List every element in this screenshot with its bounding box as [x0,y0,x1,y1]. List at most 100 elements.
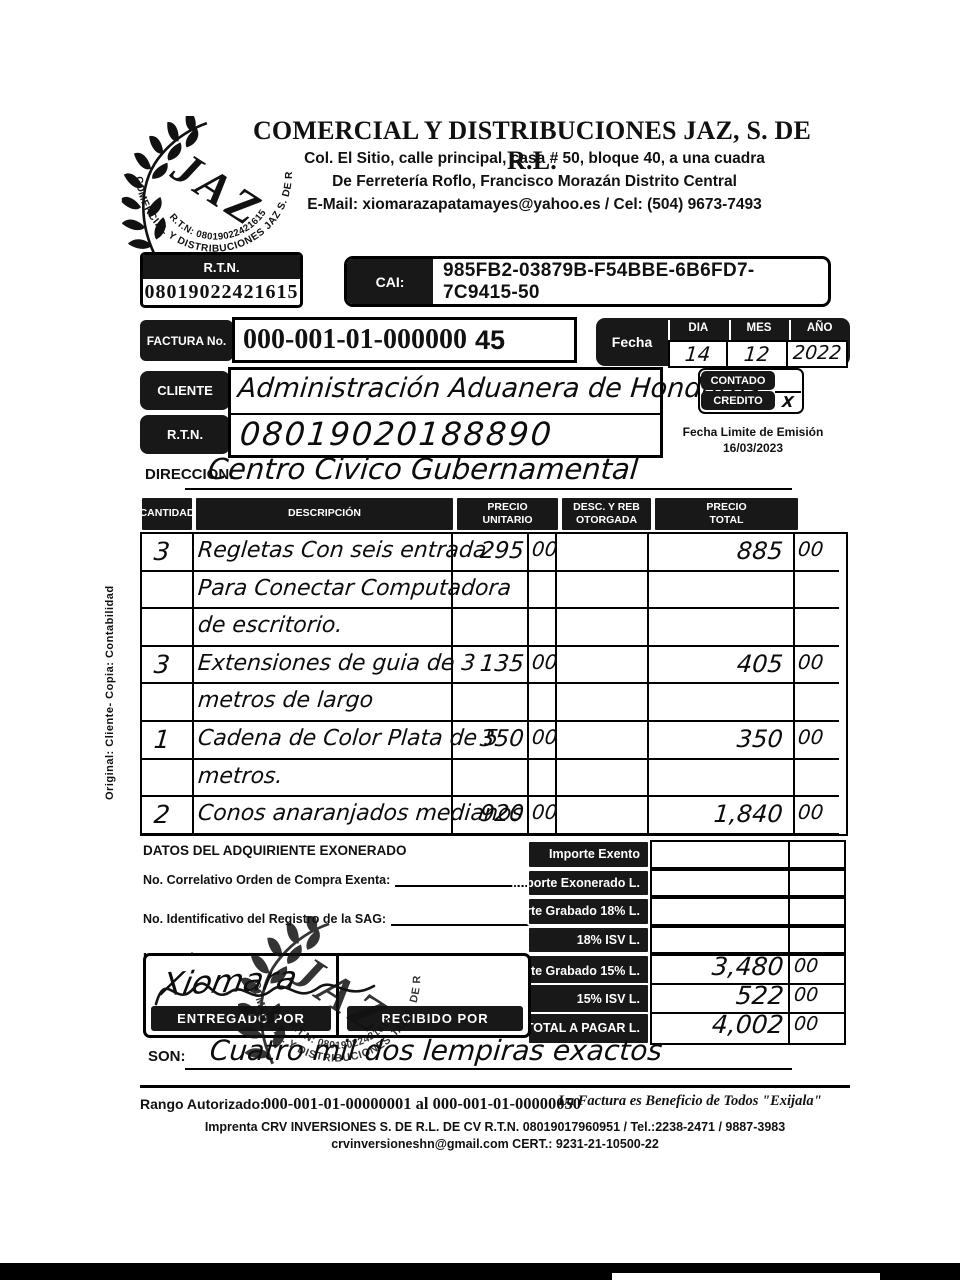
totals-row-1: Importe Exonerado L. [512,868,846,898]
totals-cents [790,868,846,898]
totals-row-6: TOTAL A PAGAR L. 4,002 00 [526,1010,846,1045]
item-total-cents [795,684,839,722]
item-row-6: metros. [142,759,846,798]
items-body: 3 Regletas Con seis entrada 295 00 885 00 Para… [140,532,848,836]
exonerado-line1-label: No. Correlativo Orden de Compra Exenta: [143,873,391,887]
copy-distribution-side-label: Original: Cliente- Copia: Contabilidad [104,585,116,800]
totals-label: 18% ISV L. [527,925,650,955]
item-description: de escritorio. [194,609,453,647]
credito-checkbox: X [775,391,801,411]
totals-label: Importe Exento [527,840,650,869]
factura-number-handwritten: 45 [474,324,506,355]
item-row-7: 2 Conos anaranjados medianos 920 00 1,840 00 [142,797,846,835]
item-row-4: metros de largo [142,684,846,722]
item-row-0: 3 Regletas Con seis entrada 295 00 885 00 [142,534,846,572]
item-description: Conos anaranjados medianos [194,797,524,835]
items-header: CANTIDAD DESCRIPCIÓN PRECIO UNITARIO DES… [140,496,848,532]
item-unit-price: 295 [453,534,529,572]
item-unit-price [453,571,529,610]
item-total-price: 350 [649,721,795,760]
rtn-box-label: R.T.N. [143,255,300,279]
exonerado-title: DATOS DEL ADQUIRIENTE EXONERADO [143,843,407,858]
col-header-cantidad: CANTIDAD [140,496,194,532]
totals-value [650,925,790,955]
item-total-cents [795,760,839,798]
item-discount [557,571,649,610]
item-unit-cents: 00 [529,646,559,685]
item-row-1: Para Conectar Computadora [142,571,846,610]
cliente-box [228,367,663,458]
item-unit-cents [529,684,557,722]
totals-row-3: 18% ISV L. [527,925,846,955]
credito-label: CREDITO [701,391,775,410]
rango-value: 000-001-01-00000001 al 000-001-01-000000… [263,1094,582,1113]
item-total-price [649,609,795,647]
col-header-precio-total: PRECIO TOTAL [653,496,800,532]
fecha-ano-header: AÑO [789,320,848,340]
rtn-box-value: 08019022421615 [144,281,299,303]
item-discount [557,534,649,572]
cai-box: CAI: 985FB2-03879B-F54BBE-6B6FD7-7C9415-… [344,256,831,307]
item-total-price [649,684,795,722]
totals-cents [790,897,846,926]
company-name: COMERCIAL Y DISTRIBUCIONES JAZ, S. DE R.… [252,116,812,175]
item-total-cents [795,572,839,610]
direccion-handwritten: Centro Civico Gubernamental [206,452,640,486]
item-unit-cents [529,759,557,798]
item-discount [557,797,649,835]
item-total-price: 405 [649,646,795,685]
totals-label: TOTAL A PAGAR L. [526,1011,650,1045]
emission-limit-label: Fecha Limite de Emisión [682,425,824,439]
scan-artifact-notch [612,1273,880,1280]
exonerado-line2-label: No. Identificativo del Registro de la SA… [143,912,387,926]
imprenta-line: Imprenta CRV INVERSIONES S. DE R.L. DE C… [204,1120,786,1134]
item-unit-cents: 00 [529,534,559,572]
cliente-rtn-handwritten: 08019020188890 [238,415,555,453]
totals-cents [790,840,846,869]
cai-value: 985FB2-03879B-F54BBE-6B6FD7-7C9415-50 [443,259,755,303]
direccion-underline [185,488,792,490]
item-description: metros de largo [194,684,453,722]
item-qty [142,759,194,798]
footer-rule [140,1085,850,1088]
fecha-block: Fecha DIA MES AÑO 14 12 2022 [596,318,850,368]
company-address-line2: De Ferretería Roflo, Francisco Morazán D… [332,173,737,190]
item-qty [142,609,194,647]
item-unit-price: 135 [453,646,529,685]
item-total-price [649,571,795,610]
item-total-cents: 00 [795,797,839,835]
item-unit-price: 920 [453,797,529,835]
item-unit-cents [529,571,557,610]
item-unit-cents: 00 [529,721,559,760]
item-unit-price [453,684,529,722]
cliente-label: CLIENTE [140,371,230,410]
fecha-dia-header: DIA [668,320,727,340]
contado-checkbox [775,371,801,390]
item-unit-price [453,609,529,647]
item-qty [142,571,194,610]
item-total-cents [795,609,839,647]
item-discount [557,684,649,722]
totals-label: Importe Grabado 18% L. [496,897,650,926]
totals-label: Importe Grabado 15% L. [496,954,650,988]
company-contact: E-Mail: xiomarazapatamayes@yahoo.es / Ce… [307,196,762,213]
cert-line: crvinversioneshn@gmail.com CERT.: 9231-2… [331,1137,659,1151]
item-total-cents: 00 [795,722,839,760]
item-qty: 3 [142,646,194,685]
col-header-descripcion: DESCRIPCIÓN [194,496,455,532]
item-discount [557,721,649,760]
totals-cents: 00 [790,1011,846,1045]
item-discount [557,646,649,685]
totals-value [650,897,790,926]
exonerado-line2-blank [391,911,535,926]
totals-cents [790,925,846,955]
item-total-cents: 00 [795,534,839,572]
rango-label: Rango Autorizado: [140,1096,265,1112]
item-description: metros. [194,759,453,798]
cai-label: CAI: [347,259,433,304]
totals-row-4: Importe Grabado 15% L. 3,480 00 [496,952,846,988]
item-total-price: 885 [649,534,795,572]
totals-row-2: Importe Grabado 18% L. [496,897,846,926]
footer-slogan: La Factura es Beneficio de Todos "Exijal… [558,1093,822,1109]
